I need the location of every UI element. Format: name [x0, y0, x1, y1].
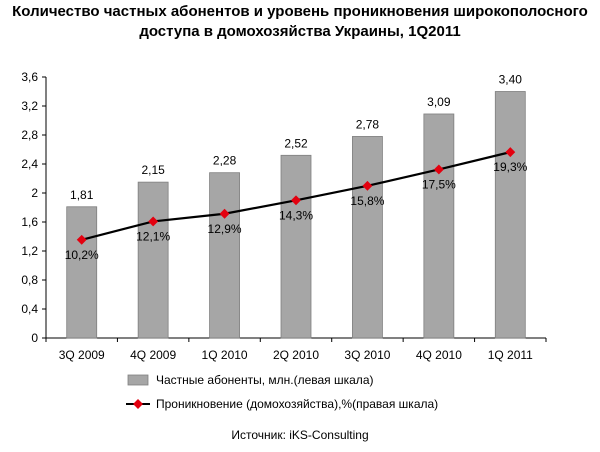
y-tick-label: 2,8: [21, 128, 38, 142]
line-marker: [362, 180, 373, 191]
bar: [423, 113, 455, 339]
x-tick-label: 1Q 2011: [488, 348, 533, 362]
line-value-label: 17,5%: [422, 177, 456, 191]
line-marker: [148, 216, 159, 227]
y-tick-label: 2,4: [21, 157, 38, 171]
line-value-label: 12,9%: [208, 222, 242, 236]
bar-series: [66, 91, 526, 339]
line-marker: [433, 164, 444, 175]
chart-title-line-1: Количество частных абонентов и уровень п…: [12, 3, 588, 20]
bar-value-label: 2,52: [284, 136, 308, 150]
y-tick-label: 1,2: [21, 244, 38, 258]
x-tick-label: 4Q 2010: [416, 348, 462, 362]
source-note: Источник: iKS-Consulting: [231, 428, 369, 442]
line-marker: [291, 195, 301, 206]
y-tick-label: 3,6: [21, 70, 38, 84]
bar-value-label: 3,09: [427, 95, 451, 109]
y-tick-label: 0,8: [21, 273, 38, 287]
legend-bar-swatch: [127, 374, 149, 386]
x-tick-label: 2Q 2010: [273, 348, 319, 362]
x-tick-label: 3Q 2010: [344, 348, 390, 362]
bar-value-label: 2,78: [356, 117, 380, 131]
legend-line-marker: [133, 399, 143, 409]
line-marker: [219, 208, 230, 219]
line-value-label: 10,2%: [65, 248, 99, 262]
y-tick-label: 0,4: [21, 302, 38, 316]
bar-value-label: 2,15: [141, 163, 165, 177]
bar: [66, 206, 98, 339]
legend-bar-label: Частные абоненты, млн.(левая шкала): [156, 373, 373, 387]
line-value-label: 12,1%: [136, 229, 170, 243]
bar: [137, 181, 169, 339]
y-tick-label: 1,6: [21, 215, 38, 229]
y-tick-label: 0: [31, 331, 38, 345]
bar-value-label: 3,40: [499, 73, 523, 87]
line-value-label: 14,3%: [279, 208, 313, 222]
legend: Частные абоненты, млн.(левая шкала) Прони…: [126, 373, 438, 411]
x-tick-label: 1Q 2010: [202, 348, 248, 362]
bar: [352, 136, 383, 339]
bar: [494, 91, 526, 339]
bar: [209, 172, 240, 339]
bar: [280, 154, 312, 339]
chart-title: Количество частных абонентов и уровень п…: [0, 2, 600, 42]
y-tick-label: 2: [31, 186, 38, 200]
x-tick-label: 4Q 2009: [130, 348, 176, 362]
axes: 0 0,4 0,8 1,2 1,6 2 2,4 2,8 3,2 3,6 3Q 2009 4Q 2009…: [21, 70, 547, 362]
bar-value-label: 1,81: [70, 188, 94, 202]
y-tick-label: 3,2: [21, 99, 38, 113]
chart-title-line-2: доступа в домохозяйства Украины, 1Q2011: [139, 23, 461, 40]
data-labels: 1,81 2,15 2,28 2,52 2,78 3,09 3,40 10,2% 12,1% 12…: [65, 73, 528, 262]
line-marker: [505, 147, 516, 158]
line-series: [76, 147, 516, 245]
legend-line-label: Проникновение (домохозяйства),%(правая ш…: [156, 397, 438, 411]
line-value-label: 15,8%: [350, 194, 384, 208]
line-value-label: 19,3%: [493, 160, 527, 174]
x-tick-label: 3Q 2009: [59, 348, 105, 362]
bar-value-label: 2,28: [213, 154, 237, 168]
line-marker: [76, 234, 87, 245]
